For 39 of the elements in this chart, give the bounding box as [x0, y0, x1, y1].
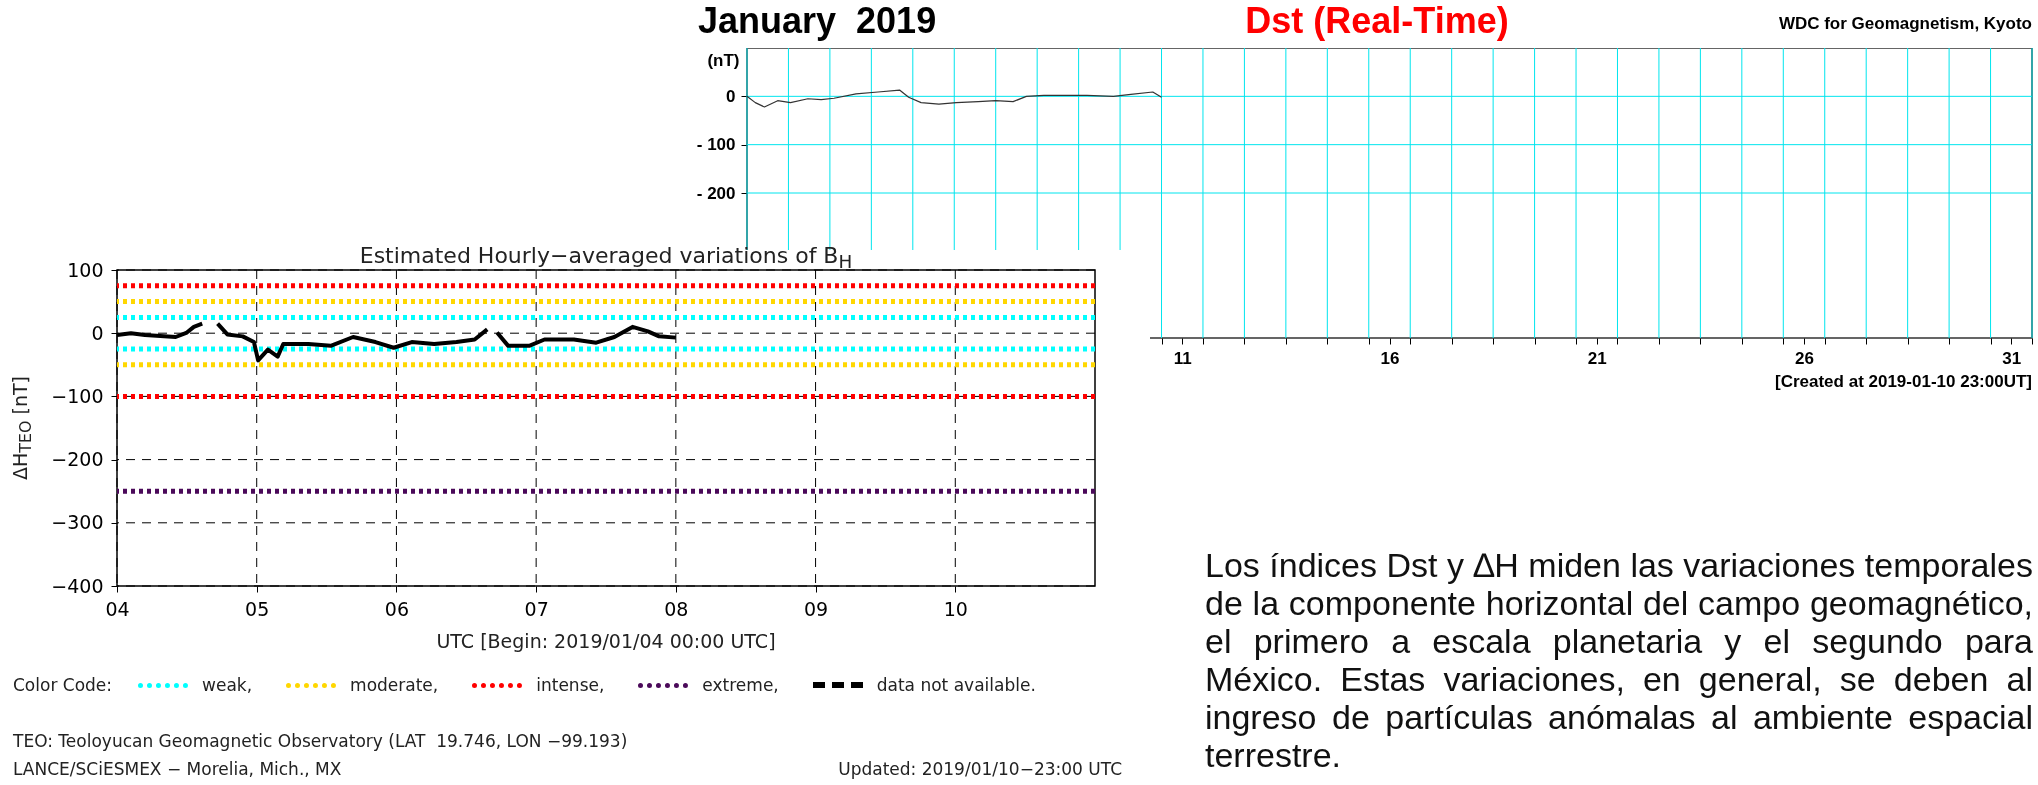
x-tick-label: 05 — [245, 597, 270, 620]
y-tick-label: - 100 — [696, 135, 736, 155]
text: Updated: 2019/01/10−23:00 UTC — [838, 759, 1122, 779]
legend-title: Color Code: — [13, 675, 113, 695]
x-tick-label: 06 — [384, 597, 410, 620]
y-tick-label: −200 — [51, 448, 104, 471]
x-tick-label: 16 — [1380, 348, 1400, 368]
legend-label: moderate, — [350, 675, 439, 695]
x-axis-title: UTC [Begin: 2019/01/04 00:00 UTC] — [436, 630, 776, 652]
legend-label: intense, — [536, 675, 605, 695]
text: TEO: Teoloyucan Geomagnetic Observatory (LAT 19.746, LON −99.193) — [13, 731, 628, 751]
line-series — [746, 89, 1163, 108]
chart-title: Dst (Real-Time) — [1245, 0, 1509, 42]
y-tick-label: 0 — [91, 321, 104, 344]
text: [Created at 2019-01-10 23:00UT] — [1774, 372, 2032, 392]
x-tick-label: 26 — [1795, 348, 1814, 368]
text: data not available. — [876, 675, 1036, 695]
y-axis-title: (nT) — [707, 50, 740, 70]
y-tick-label: −300 — [51, 511, 104, 534]
y-tick-label: −400 — [51, 574, 104, 597]
y-tick-label: - 200 — [696, 183, 736, 203]
y-tick-label: −100 — [51, 384, 104, 407]
x-tick-label: 09 — [803, 597, 829, 620]
x-tick-label: 04 — [105, 597, 130, 620]
chart-subtitle: January 2019 — [698, 0, 937, 42]
x-tick-label: 11 — [1173, 348, 1192, 368]
x-tick-label: 21 — [1587, 348, 1607, 368]
x-tick-label: 31 — [2002, 348, 2022, 368]
text: Los índices Dst y ∆H miden las variaciones temporales de la componente horizontal del campo geomagnético, el primero a escala planetaria y el segundo para México. Estas variaciones, en general, se deben al ingreso de partículas anómalas al ambiente espacial terrestre. — [1205, 546, 2033, 774]
x-tick-label: 07 — [524, 597, 549, 620]
legend-label: extreme, — [702, 675, 779, 695]
y-tick-label: 100 — [67, 258, 104, 281]
text: WDC for Geomagnetism, Kyoto — [1778, 14, 2032, 34]
text: LANCE/SCiESMEX − Morelia, Mich., MX — [13, 759, 342, 779]
y-tick-label: 0 — [726, 86, 736, 106]
legend-label: weak, — [202, 675, 253, 695]
chart-title: Estimated Hourly−averaged variations of B$_{H}$ — [359, 243, 853, 273]
x-tick-label: 10 — [943, 597, 968, 620]
x-tick-label: 08 — [664, 597, 689, 620]
